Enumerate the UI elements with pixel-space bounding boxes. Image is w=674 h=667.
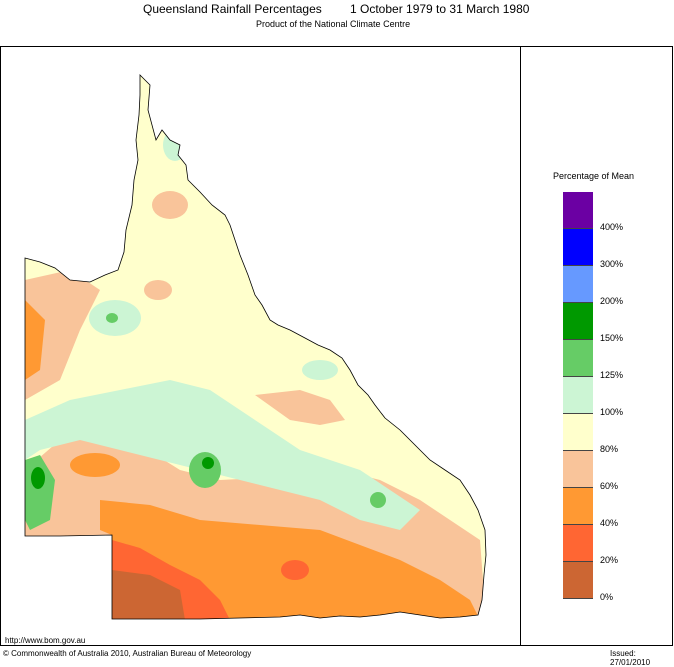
zone-125-150-gulf xyxy=(106,313,118,323)
legend-swatch xyxy=(563,340,593,377)
legend-bar xyxy=(563,192,593,599)
legend-swatch xyxy=(563,229,593,266)
legend-swatch xyxy=(563,451,593,488)
zone-60-80-cape xyxy=(152,191,188,219)
legend-swatch xyxy=(563,192,593,229)
zone-125-150-central xyxy=(189,452,221,488)
legend-label: 200% xyxy=(600,296,624,306)
legend-swatch xyxy=(563,488,593,525)
legend-swatch xyxy=(563,562,593,599)
legend-title: Percentage of Mean xyxy=(553,171,635,181)
legend-label: 0% xyxy=(600,592,614,602)
legend-label: 400% xyxy=(600,222,624,232)
footer-url[interactable]: http://www.bom.gov.au xyxy=(5,636,86,645)
title-period: 1 October 1979 to 31 March 1980 xyxy=(350,2,530,16)
zone-100-125-cape xyxy=(163,129,187,161)
zone-60-80-west xyxy=(25,270,100,400)
legend-label: 300% xyxy=(600,259,624,269)
legend-label: 100% xyxy=(600,407,624,417)
title-region: Queensland Rainfall Percentages xyxy=(143,2,322,16)
zone-60-80-gulf xyxy=(144,280,172,300)
legend-label: 125% xyxy=(600,370,624,380)
legend-swatch xyxy=(563,525,593,562)
zone-40-60-patch xyxy=(70,453,120,477)
zone-100-125-coast xyxy=(302,360,338,380)
footer-copyright: © Commonwealth of Australia 2010, Austra… xyxy=(3,649,252,658)
legend-swatch xyxy=(563,303,593,340)
zone-60-80-central xyxy=(255,390,345,425)
legend-swatch xyxy=(563,377,593,414)
legend-swatch xyxy=(563,414,593,451)
legend-label: 60% xyxy=(600,481,619,491)
legend-swatch xyxy=(563,266,593,303)
zone-40-60-west xyxy=(25,300,45,380)
legend-label: 20% xyxy=(600,555,619,565)
zone-150-200-central xyxy=(202,457,214,469)
legend-divider xyxy=(520,46,521,646)
legend-label: 80% xyxy=(600,444,619,454)
map-subtitle: Product of the National Climate Centre xyxy=(256,19,411,29)
legend-label: 40% xyxy=(600,518,619,528)
zone-0-20-southwest xyxy=(112,570,185,619)
queensland-outline xyxy=(24,74,487,620)
legend-label: 150% xyxy=(600,333,624,343)
zone-20-40-patch xyxy=(281,560,309,580)
zone-150-200-west xyxy=(31,467,45,489)
zone-100-125-central xyxy=(25,380,420,530)
footer-issued: Issued: 27/01/2010 xyxy=(610,649,651,667)
map-frame xyxy=(0,46,673,646)
zone-125-150-east xyxy=(370,492,386,508)
